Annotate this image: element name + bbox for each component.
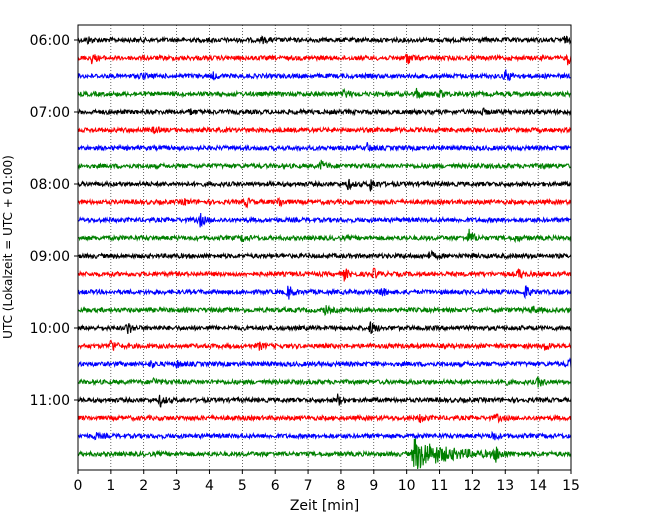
seismic-trace-20 bbox=[77, 393, 572, 408]
y-axis: 06:00 07:00 08:00 09:00 10:00 11:00 bbox=[30, 33, 78, 409]
x-tick-label: 10 bbox=[398, 478, 416, 494]
x-tick-label: 2 bbox=[139, 478, 148, 494]
seismic-trace-10 bbox=[77, 213, 572, 228]
x-axis-label: Zeit [min] bbox=[290, 498, 359, 514]
seismic-trace-14 bbox=[77, 285, 572, 300]
seismic-trace-9 bbox=[77, 196, 572, 209]
seismic-trace-4 bbox=[77, 107, 572, 117]
x-tick-label: 12 bbox=[463, 478, 481, 494]
plot-frame bbox=[77, 24, 572, 471]
seismic-trace-11 bbox=[77, 228, 572, 244]
x-tick-label: 15 bbox=[562, 478, 580, 494]
x-tick-label: 6 bbox=[271, 478, 280, 494]
x-tick-label: 3 bbox=[172, 478, 181, 494]
x-tick-label: 14 bbox=[529, 478, 547, 494]
seismic-trace-8 bbox=[77, 178, 572, 192]
seismic-trace-13 bbox=[77, 267, 572, 282]
traces bbox=[77, 35, 572, 470]
seismic-trace-23 bbox=[77, 438, 572, 470]
x-tick-label: 5 bbox=[238, 478, 247, 494]
seismic-trace-19 bbox=[77, 375, 572, 388]
y-tick-label: 08:00 bbox=[30, 177, 70, 193]
seismic-trace-16 bbox=[77, 321, 572, 335]
x-axis: 0 1 2 3 4 5 6 7 8 9 10 11 12 13 14 15 bbox=[74, 470, 580, 494]
y-tick-label: 09:00 bbox=[30, 249, 70, 265]
seismic-trace-15 bbox=[77, 304, 572, 317]
y-tick-label: 11:00 bbox=[30, 393, 70, 409]
x-tick-label: 13 bbox=[496, 478, 514, 494]
seismic-trace-17 bbox=[77, 339, 572, 351]
seismic-trace-5 bbox=[77, 125, 572, 135]
seismic-trace-12 bbox=[77, 249, 572, 261]
seismic-trace-0 bbox=[77, 35, 572, 45]
seismic-trace-3 bbox=[77, 87, 572, 100]
seismic-trace-21 bbox=[77, 413, 572, 424]
y-axis-label: UTC (Lokalzeit = UTC + 01:00) bbox=[1, 155, 15, 339]
seismic-trace-1 bbox=[77, 53, 572, 66]
seismic-trace-18 bbox=[77, 357, 572, 369]
seismic-trace-22 bbox=[77, 430, 572, 441]
x-tick-label: 4 bbox=[205, 478, 214, 494]
seismic-trace-7 bbox=[77, 159, 572, 171]
x-tick-label: 1 bbox=[106, 478, 115, 494]
seismic-trace-6 bbox=[77, 142, 572, 153]
x-tick-label: 7 bbox=[304, 478, 313, 494]
x-tick-label: 9 bbox=[369, 478, 378, 494]
x-tick-label: 0 bbox=[74, 478, 83, 494]
y-tick-label: 07:00 bbox=[30, 105, 70, 121]
gridlines bbox=[110, 25, 539, 470]
y-tick-label: 06:00 bbox=[30, 33, 70, 49]
x-tick-label: 8 bbox=[336, 478, 345, 494]
y-tick-label: 10:00 bbox=[30, 321, 70, 337]
x-tick-label: 11 bbox=[431, 478, 449, 494]
seismic-trace-2 bbox=[77, 69, 572, 82]
